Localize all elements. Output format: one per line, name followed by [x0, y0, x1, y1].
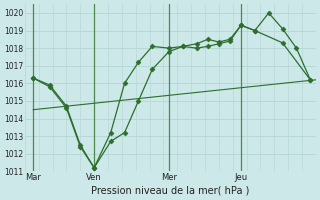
X-axis label: Pression niveau de la mer( hPa ): Pression niveau de la mer( hPa ): [91, 186, 250, 196]
